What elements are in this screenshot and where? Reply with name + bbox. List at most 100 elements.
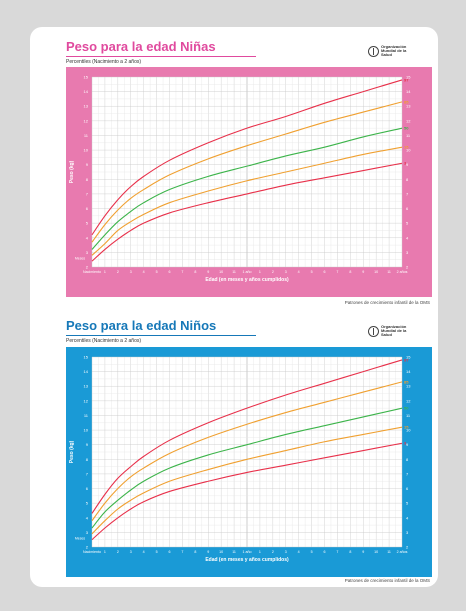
x-tick-label: 6 (169, 270, 171, 274)
percentile-97-label: 97 (404, 77, 409, 82)
x-tick-label: 11 (387, 270, 391, 274)
x-tick-label: 9 (207, 550, 209, 554)
y-tick-label-left: 4 (86, 235, 89, 240)
y-tick-label-left: 6 (86, 206, 89, 211)
percentile-50-label: 50 (404, 126, 409, 131)
percentile-85-label: 85 (404, 379, 409, 384)
y-tick-label-right: 7 (406, 191, 409, 196)
y-tick-label-left: 4 (86, 515, 89, 520)
y-tick-label-right: 14 (406, 89, 411, 94)
y-tick-label-left: 3 (86, 530, 89, 535)
y-tick-label-left: 14 (84, 369, 89, 374)
y-tick-label-left: 15 (84, 355, 89, 360)
who-emblem-icon (368, 325, 379, 337)
y-tick-label-right: 6 (406, 206, 409, 211)
y-tick-label-right: 2 (406, 265, 409, 270)
x-tick-label: 2 (117, 550, 119, 554)
y-tick-label-left: 6 (86, 486, 89, 491)
y-tick-label-left: 5 (86, 501, 89, 506)
y-tick-label-right: 15 (406, 355, 411, 360)
y-tick-label-right: 5 (406, 221, 409, 226)
percentile-85-label: 85 (404, 99, 409, 104)
x-tick-label: 9 (362, 270, 364, 274)
percentile-3-line (91, 442, 403, 541)
x-tick-label: 1 (104, 270, 106, 274)
y-tick-label-left: 15 (84, 75, 89, 80)
who-logo: Organización Mundial de la Salud (368, 45, 409, 57)
x-axis-label: Edad (en meses y años cumplidos) (205, 277, 289, 283)
percentile-3-label: 3 (404, 441, 407, 446)
x-tick-label: 2 (272, 550, 274, 554)
y-tick-label-left: 9 (86, 442, 89, 447)
y-tick-label-right: 4 (406, 515, 409, 520)
boys-chart-title: Peso para la edad Niños (66, 318, 217, 333)
percentile-3-label: 3 (404, 161, 407, 166)
x-tick-label: 1 (259, 550, 261, 554)
y-tick-label-left: 12 (84, 398, 89, 403)
x-tick-label: 5 (311, 550, 313, 554)
x-tick-label: 1 (104, 550, 106, 554)
x-tick-label: 10 (219, 550, 223, 554)
y-tick-label-right: 12 (406, 398, 411, 403)
x-tick-label: 11 (232, 550, 236, 554)
percentile-85-line (91, 101, 403, 243)
y-tick-label-right: 11 (406, 413, 411, 418)
percentile-3-line (91, 162, 403, 262)
y-tick-label-left: 14 (84, 89, 89, 94)
y-tick-label-right: 9 (406, 162, 409, 167)
y-tick-label-left: 8 (86, 457, 89, 462)
x-tick-label: 9 (362, 550, 364, 554)
percentile-97-line (91, 79, 403, 236)
x-tick-label: 3 (130, 550, 132, 554)
x-tick-label: 9 (207, 270, 209, 274)
x-tick-label: 2 años (397, 550, 408, 554)
x-tick-label: 1 año (243, 270, 252, 274)
y-axis-label: Peso (kg) (69, 440, 75, 463)
x-tick-label: 11 (232, 270, 236, 274)
x-tick-label: 6 (324, 550, 326, 554)
y-tick-label-right: 7 (406, 471, 409, 476)
x-tick-label: 11 (387, 550, 391, 554)
x-tick-label: 7 (181, 550, 183, 554)
y-tick-label-right: 4 (406, 235, 409, 240)
y-tick-label-right: 15 (406, 75, 411, 80)
y-tick-label-right: 13 (406, 104, 411, 109)
y-tick-label-left: 2 (86, 265, 89, 270)
y-tick-label-left: 10 (84, 148, 89, 153)
y-tick-label-left: 9 (86, 162, 89, 167)
x-tick-label: 8 (349, 550, 351, 554)
x-tick-label: 4 (143, 270, 145, 274)
percentile-97-label: 97 (404, 357, 409, 362)
y-tick-label-right: 10 (406, 428, 411, 433)
boys-chart-source: Patrones de crecimiento infantil de la O… (344, 578, 430, 583)
x-tick-label: 10 (219, 270, 223, 274)
y-tick-label-left: 11 (84, 413, 89, 418)
girls-chart-subtitle: Percentiles (Nacimiento a 2 años) (66, 59, 142, 65)
y-tick-label-left: 11 (84, 133, 89, 138)
x-tick-label: Nacimiento (83, 550, 101, 554)
x-tick-label: 4 (298, 550, 300, 554)
x-axis-label: Edad (en meses y años cumplidos) (205, 557, 289, 563)
percentile-15-label: 15 (404, 145, 409, 150)
y-axis-label: Peso (kg) (69, 160, 75, 183)
who-logo: Organización Mundial de la Salud (368, 325, 409, 337)
who-emblem-icon (368, 45, 379, 57)
x-tick-label: Nacimiento (83, 270, 101, 274)
who-logo-text: Organización Mundial de la Salud (381, 324, 407, 337)
x-tick-label: 3 (130, 270, 132, 274)
y-tick-label-right: 14 (406, 369, 411, 374)
x-tick-label: 7 (336, 550, 338, 554)
y-tick-label-left: 12 (84, 118, 89, 123)
y-tick-label-right: 13 (406, 384, 411, 389)
x-tick-label: 8 (349, 270, 351, 274)
percentile-15-label: 15 (404, 425, 409, 430)
page-sheet: Peso para la edad Niñas Percentiles (Nac… (30, 27, 438, 587)
x-tick-label: 7 (336, 270, 338, 274)
percentile-15-line (91, 426, 403, 535)
x-tick-label: 10 (374, 550, 378, 554)
y-tick-label-right: 6 (406, 486, 409, 491)
x-tick-label: 6 (324, 270, 326, 274)
y-tick-label-right: 8 (406, 457, 409, 462)
